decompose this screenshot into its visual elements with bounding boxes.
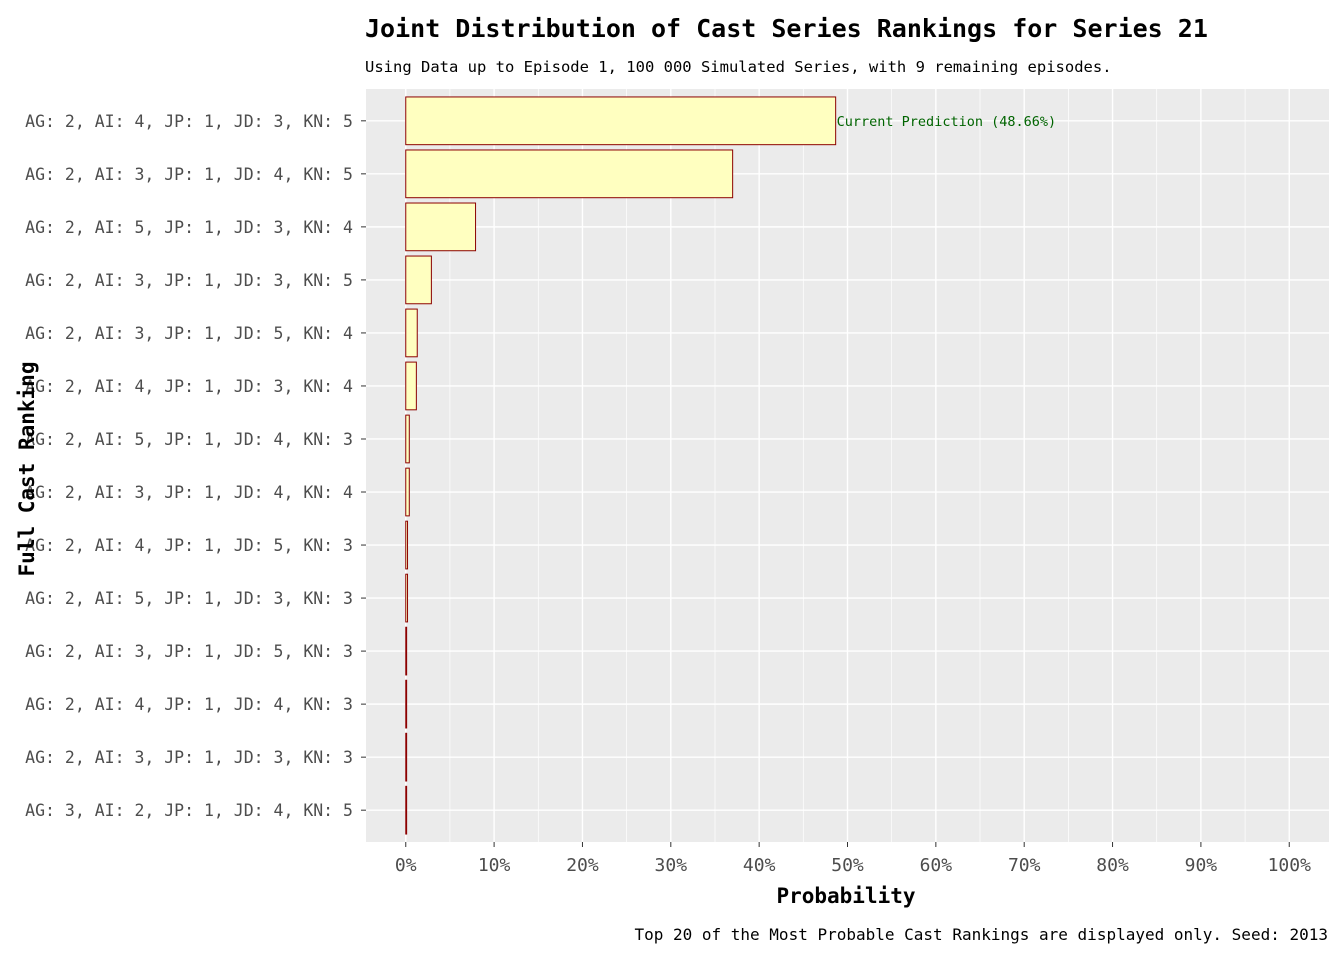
y-tick-label: AG: 2, AI: 4, JP: 1, JD: 4, KN: 3: [25, 695, 353, 714]
bar: [405, 149, 734, 199]
y-tick-label: AG: 2, AI: 4, JP: 1, JD: 3, KN: 5: [25, 112, 353, 131]
y-tick-label: AG: 2, AI: 3, JP: 1, JD: 4, KN: 4: [25, 483, 353, 502]
bar: [405, 414, 410, 464]
x-tick-label: 30%: [655, 855, 688, 876]
bar: [405, 361, 417, 411]
bar: [405, 467, 410, 517]
y-tick-label: AG: 2, AI: 5, JP: 1, JD: 4, KN: 3: [25, 430, 353, 449]
bar: [405, 520, 409, 570]
y-tick-label: AG: 2, AI: 4, JP: 1, JD: 3, KN: 4: [25, 377, 353, 396]
chart-caption: Top 20 of the Most Probable Cast Ranking…: [634, 925, 1328, 944]
x-tick-label: 90%: [1185, 855, 1218, 876]
y-tick-label: AG: 2, AI: 3, JP: 1, JD: 3, KN: 5: [25, 271, 353, 290]
bar: [405, 96, 837, 146]
y-tick-label: AG: 2, AI: 3, JP: 1, JD: 5, KN: 4: [25, 324, 353, 343]
bar: [405, 679, 408, 729]
x-tick-label: 0%: [395, 855, 417, 876]
bar: [405, 732, 408, 782]
chart-title: Joint Distribution of Cast Series Rankin…: [365, 14, 1208, 43]
current-prediction-annotation: Current Prediction (48.66%): [837, 114, 1056, 130]
x-tick-label: 100%: [1268, 855, 1312, 876]
bar: [405, 626, 408, 676]
y-tick-label: AG: 2, AI: 3, JP: 1, JD: 5, KN: 3: [25, 642, 353, 661]
x-tick-label: 10%: [478, 855, 511, 876]
y-tick-label: AG: 2, AI: 5, JP: 1, JD: 3, KN: 4: [25, 218, 353, 237]
bar: [405, 573, 409, 623]
bar: [405, 255, 432, 305]
y-axis-label: Full Cast Ranking: [15, 362, 39, 577]
y-tick-label: AG: 2, AI: 5, JP: 1, JD: 3, KN: 3: [25, 589, 353, 608]
x-tick-label: 50%: [831, 855, 864, 876]
y-tick-label: AG: 2, AI: 4, JP: 1, JD: 5, KN: 3: [25, 536, 353, 555]
x-tick-label: 80%: [1096, 855, 1129, 876]
bar: [405, 202, 477, 252]
x-tick-label: 70%: [1008, 855, 1041, 876]
x-tick-label: 40%: [743, 855, 776, 876]
x-tick-label: 60%: [920, 855, 953, 876]
y-tick-label: AG: 2, AI: 3, JP: 1, JD: 3, KN: 3: [25, 748, 353, 767]
y-tick-label: AG: 2, AI: 3, JP: 1, JD: 4, KN: 5: [25, 165, 353, 184]
bar: [405, 308, 418, 358]
bar: [405, 785, 408, 835]
x-tick-label: 20%: [566, 855, 599, 876]
y-tick-label: AG: 3, AI: 2, JP: 1, JD: 4, KN: 5: [25, 801, 353, 820]
x-axis-label: Probability: [776, 884, 915, 908]
chart-subtitle: Using Data up to Episode 1, 100 000 Simu…: [365, 58, 1112, 76]
